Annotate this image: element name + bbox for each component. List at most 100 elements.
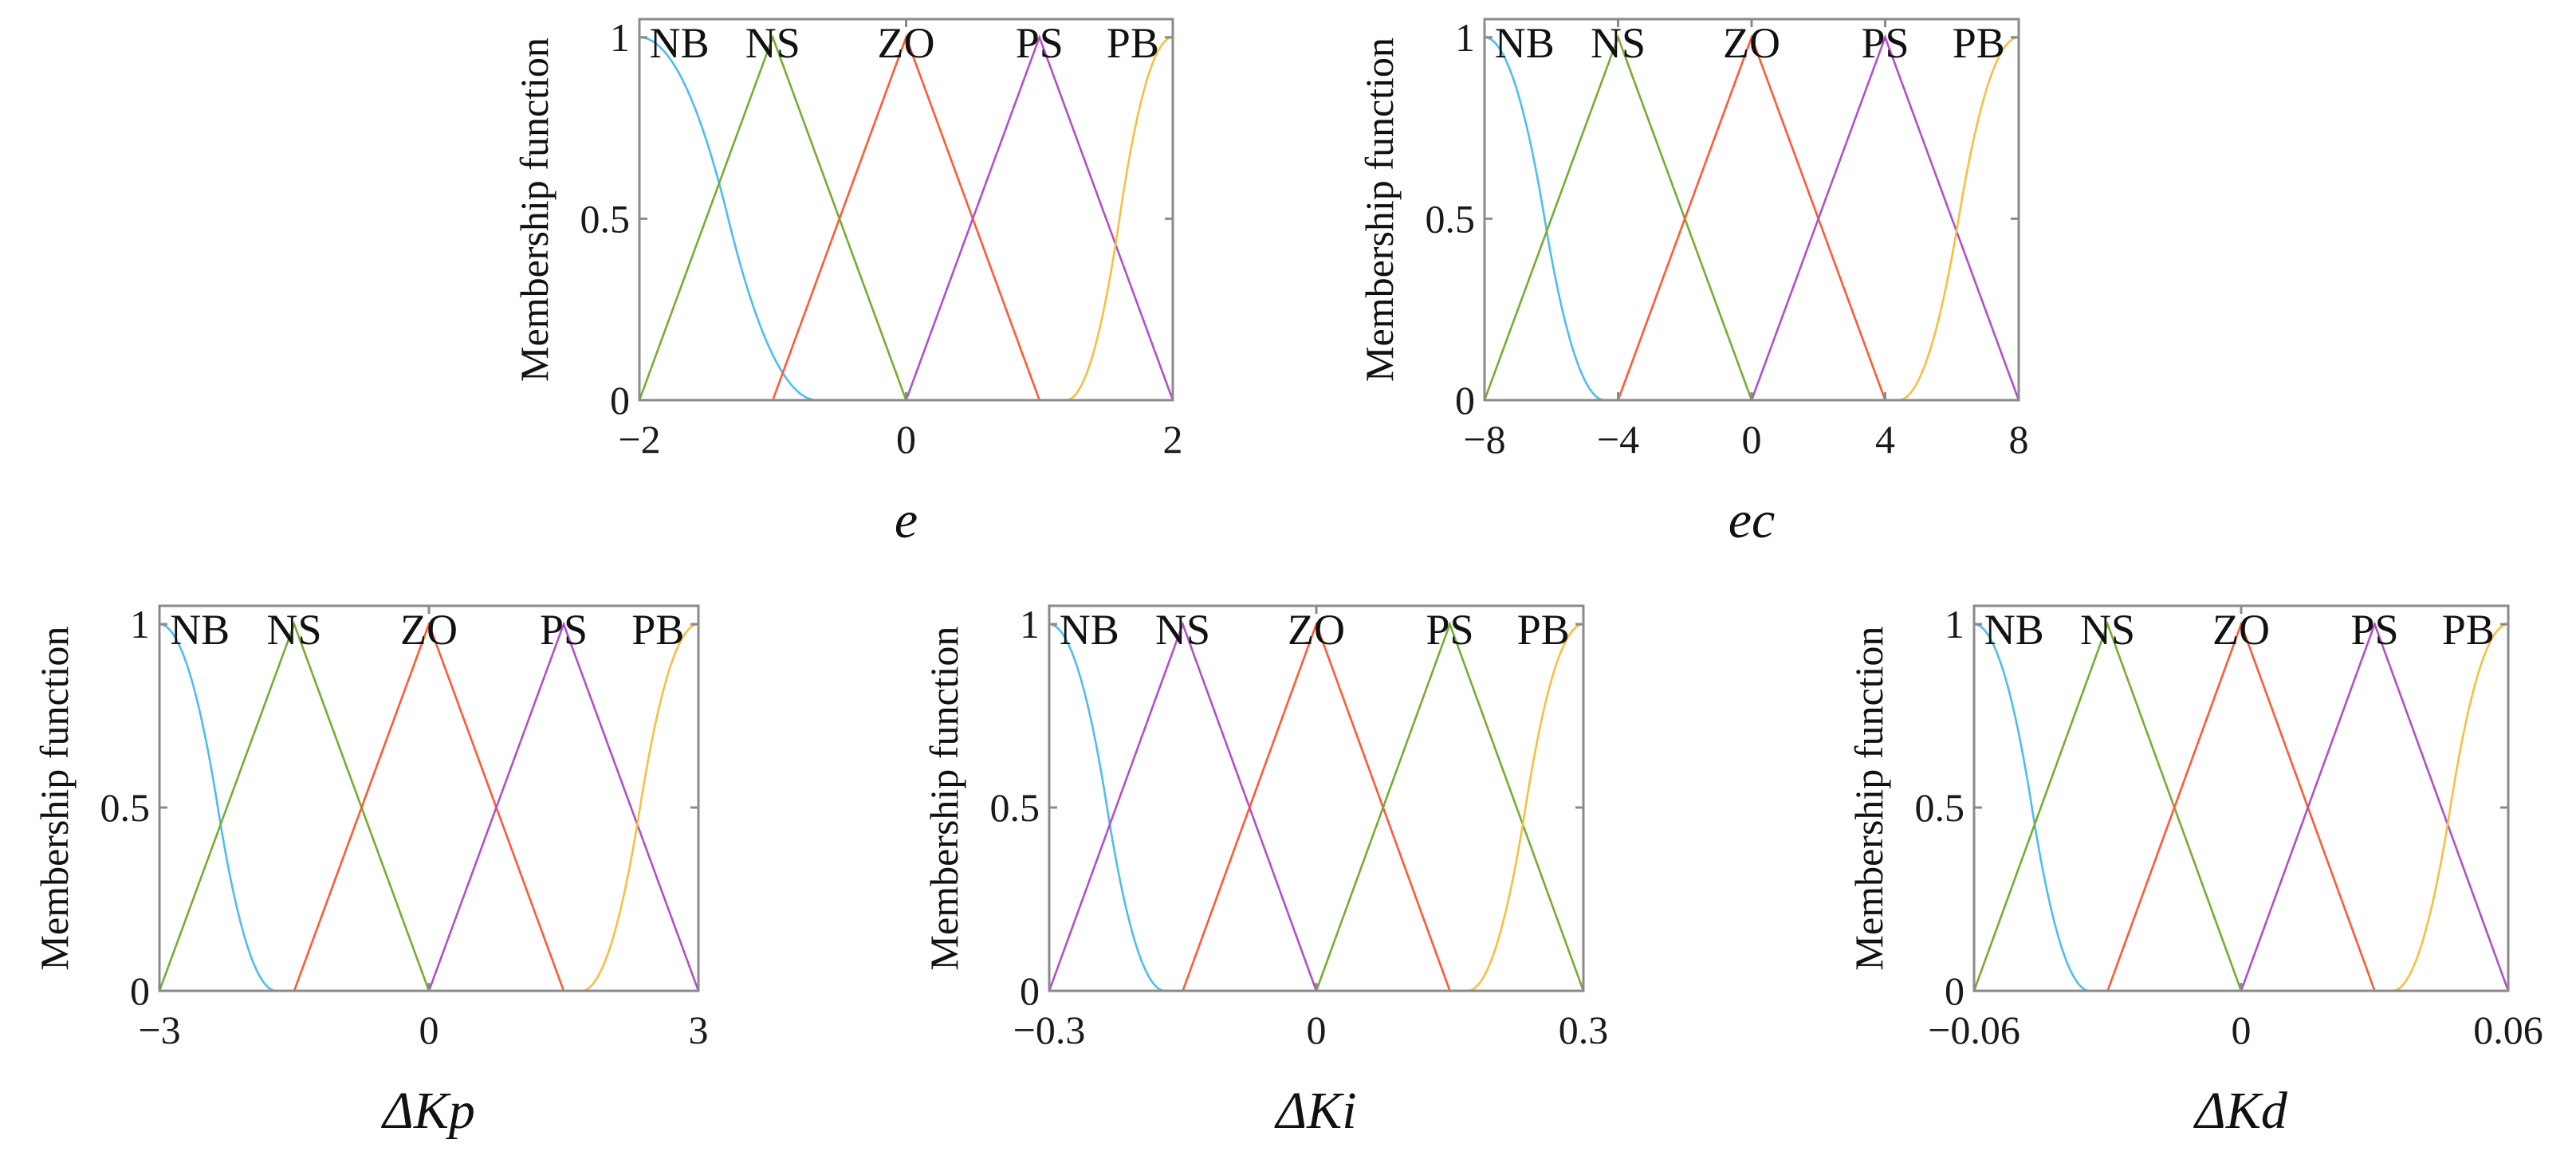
y-tick-label: 1 [1020, 602, 1040, 646]
x-tick-label: −0.06 [1928, 1008, 2020, 1052]
y-tick-label: 0.5 [1426, 196, 1476, 241]
y-tick-label: 0 [1020, 969, 1040, 1013]
y-axis-label: Membership function [512, 37, 556, 382]
series-zo-curve [1049, 621, 1583, 992]
series-ps-curve [1049, 621, 1585, 992]
axes-frame [1972, 604, 2510, 992]
set-label-nb: NB [170, 606, 230, 654]
x-tick-label: 3 [689, 1008, 709, 1052]
series-zo-curve [159, 621, 698, 992]
series-ns-curve [158, 621, 698, 992]
series-ps-curve [1485, 34, 2020, 402]
set-label-ns: NS [266, 606, 321, 654]
set-label-pb: PB [1107, 19, 1159, 67]
x-tick-label: 4 [1875, 417, 1895, 462]
x-tick-label: 0.06 [2473, 1008, 2543, 1052]
series-pb-curve [1974, 623, 2509, 992]
set-label-ns: NS [1591, 19, 1646, 67]
x-tick-label: −2 [618, 417, 660, 462]
set-label-ns: NS [1155, 606, 1210, 654]
y-tick-label: 1 [1945, 602, 1964, 646]
x-axis-label: ΔKi [1273, 1082, 1356, 1140]
set-label-ps: PS [2350, 606, 2398, 654]
y-axis-label: Membership function [32, 627, 77, 971]
set-label-nb: NB [650, 19, 710, 67]
y-tick-label: 1 [130, 602, 150, 646]
x-axis-label: ΔKd [2193, 1082, 2288, 1140]
set-label-zo: ZO [1723, 19, 1780, 67]
set-label-nb: NB [1984, 606, 2044, 654]
series-pb-curve [1049, 623, 1584, 992]
axes-frame [1048, 604, 1585, 992]
x-axis-label: e [895, 491, 918, 549]
y-tick-label: 0.5 [580, 196, 631, 241]
x-tick-label: 0 [1307, 1008, 1327, 1052]
x-tick-label: 0 [419, 1008, 439, 1052]
series-pb-curve [1485, 36, 2020, 402]
axes-frame [638, 18, 1174, 402]
set-label-zo: ZO [400, 606, 458, 654]
set-label-nb: NB [1060, 606, 1119, 654]
set-label-zo: ZO [878, 19, 935, 67]
x-tick-label: 0.3 [1559, 1008, 1609, 1052]
series-zo-curve [639, 33, 1173, 402]
y-axis-label: Membership function [1846, 627, 1891, 971]
x-tick-label: −0.3 [1013, 1008, 1086, 1052]
chart-panel-2: −8 −4 0 4 8 0 0.5 1 NB NS ZO PS PB Membership functio… [1357, 15, 2029, 549]
set-label-pb: PB [631, 606, 684, 654]
y-axis-label: Membership function [1357, 37, 1402, 382]
series-pb-curve [159, 623, 699, 992]
set-label-ps: PS [1016, 19, 1064, 67]
x-tick-label: 0 [896, 417, 916, 462]
series-nb-curve [159, 623, 698, 992]
set-label-nb: NB [1495, 19, 1555, 67]
x-axis-label: ec [1728, 491, 1776, 549]
set-label-ns: NS [745, 19, 800, 67]
y-axis-label: Membership function [922, 627, 966, 971]
series-ns-curve [1048, 621, 1583, 992]
set-label-pb: PB [1953, 19, 2005, 67]
y-tick-label: 1 [1455, 15, 1475, 60]
series-nb-curve [1973, 623, 2508, 992]
y-tick-label: 0 [1945, 969, 1964, 1013]
axes-frame [158, 604, 700, 992]
series-ps-curve [159, 621, 700, 992]
series-nb-curve [639, 36, 1173, 402]
y-tick-label: 0.5 [990, 785, 1040, 830]
y-tick-label: 0 [130, 969, 150, 1013]
set-label-zo: ZO [2212, 606, 2270, 654]
y-tick-label: 0.5 [1915, 785, 1965, 830]
series-nb-curve [1048, 623, 1583, 992]
series-nb-curve [1484, 36, 2019, 402]
set-label-pb: PB [1517, 606, 1570, 654]
y-tick-label: 0 [610, 378, 630, 422]
series-zo-curve [1974, 621, 2508, 992]
series-ps-curve [1974, 621, 2510, 992]
y-tick-label: 0 [1455, 378, 1475, 422]
y-tick-label: 1 [610, 15, 630, 60]
x-tick-label: 0 [1742, 417, 1762, 462]
x-tick-label: 0 [2232, 1008, 2252, 1052]
series-ns-curve [638, 33, 1173, 402]
series-ns-curve [1483, 33, 2019, 402]
set-label-ps: PS [1426, 606, 1473, 654]
series-pb-curve [639, 36, 1174, 402]
y-tick-label: 0.5 [100, 785, 151, 830]
x-tick-label: 8 [2009, 417, 2029, 462]
x-tick-label: −4 [1597, 417, 1639, 462]
axes-frame [1483, 18, 2020, 402]
set-label-pb: PB [2442, 606, 2495, 654]
x-tick-label: 2 [1163, 417, 1183, 462]
set-label-ps: PS [540, 606, 588, 654]
series-ns-curve [1972, 621, 2508, 992]
x-tick-label: −8 [1463, 417, 1505, 462]
series-zo-curve [1485, 34, 2019, 402]
set-label-zo: ZO [1288, 606, 1345, 654]
set-label-ps: PS [1861, 19, 1909, 67]
set-label-ns: NS [2080, 606, 2135, 654]
